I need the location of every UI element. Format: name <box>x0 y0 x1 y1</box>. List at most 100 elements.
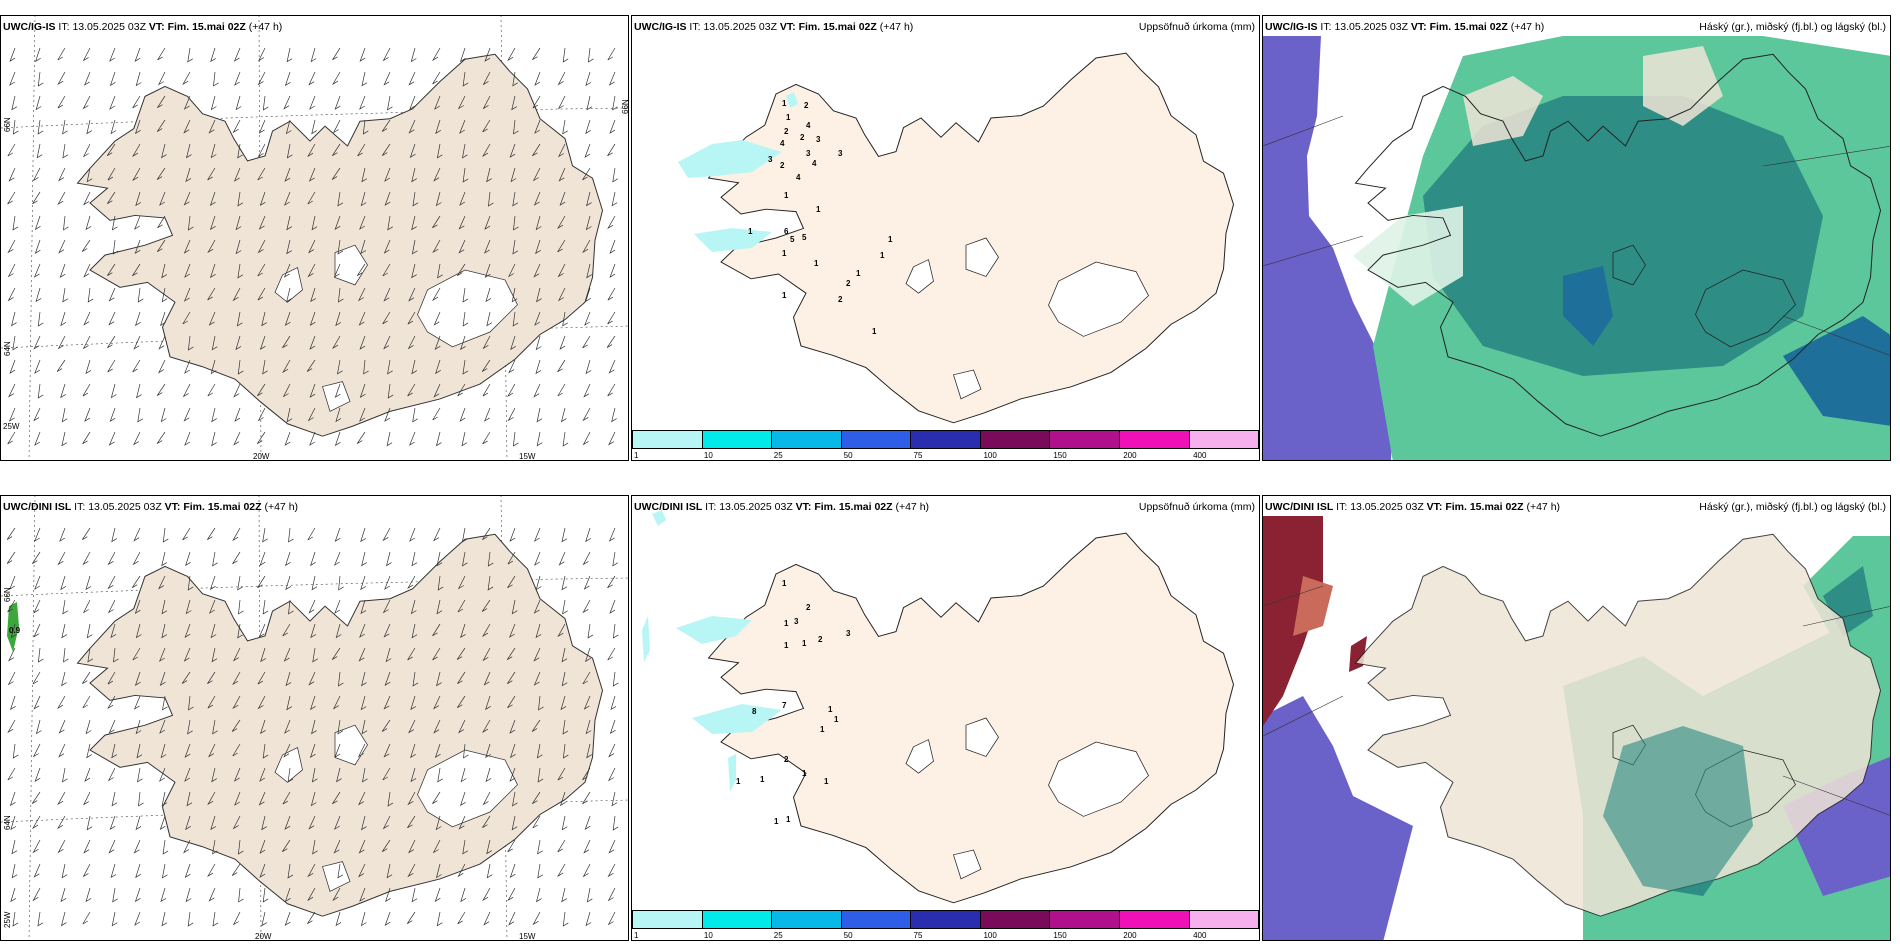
wind-barb <box>10 887 17 903</box>
wind-barb <box>557 287 566 302</box>
wind-map-panel-top: UWC/IG-IS IT: 13.05.2025 03Z VT: Fim. 15… <box>0 15 629 461</box>
wind-barb <box>310 287 316 303</box>
wind-barb <box>309 431 316 446</box>
wind-barb <box>85 215 92 231</box>
wind-barb <box>210 47 216 63</box>
wind-barb <box>232 551 241 565</box>
wind-barb <box>9 47 16 62</box>
wind-barb <box>185 599 192 615</box>
wind-barb <box>511 599 518 615</box>
wind-barb <box>457 95 466 110</box>
wind-barb <box>212 839 218 855</box>
precip-amount-label: 1 <box>784 641 789 650</box>
wind-barb <box>382 767 391 781</box>
wind-barb <box>307 887 316 902</box>
wind-barb <box>433 383 441 398</box>
wind-barb <box>161 551 167 567</box>
wind-barb <box>582 551 591 566</box>
wind-barb <box>257 71 266 86</box>
wind-barb <box>532 167 541 182</box>
wind-barb <box>332 71 341 86</box>
wind-barb <box>8 647 16 662</box>
wind-barb <box>34 431 41 446</box>
wind-barb <box>537 839 543 855</box>
wind-barb <box>586 191 592 207</box>
wind-barb <box>7 287 16 302</box>
precip-amount-label: 8 <box>752 707 757 716</box>
wind-barb <box>237 623 243 639</box>
precip-amount-label: 2 <box>838 295 843 304</box>
wind-barb <box>534 551 541 566</box>
colorbar-label: 1 <box>634 451 639 460</box>
wind-barb <box>484 215 491 230</box>
wind-barb <box>81 239 91 252</box>
wind-barb <box>361 719 368 735</box>
wind-barb <box>462 71 469 87</box>
wind-barb <box>358 839 366 854</box>
wind-barb <box>462 167 469 183</box>
wind-barb <box>411 167 417 183</box>
wind-barb <box>184 263 191 278</box>
wind-barb <box>608 359 616 374</box>
wind-barb <box>135 815 142 831</box>
wind-barb <box>37 911 44 927</box>
wind-barb <box>437 767 443 783</box>
wind-barb <box>138 791 144 807</box>
wind-barb <box>257 431 266 445</box>
wind-barb <box>608 431 616 446</box>
wind-barb <box>386 863 393 879</box>
wind-barb <box>433 167 441 182</box>
wind-barb <box>259 551 266 567</box>
wind-barb <box>82 911 91 925</box>
precip-amount-label: 2 <box>804 101 809 110</box>
colorbar-swatch <box>1188 910 1259 929</box>
wind-barb <box>484 47 491 62</box>
wind-barb <box>332 887 341 902</box>
wind-barb <box>310 791 317 807</box>
wind-barb <box>609 599 616 614</box>
wind-barb <box>460 887 467 903</box>
wind-barb <box>310 551 316 567</box>
wind-barb <box>232 743 241 757</box>
wind-barb <box>161 143 167 159</box>
wind-barb <box>233 167 241 182</box>
wind-barb <box>333 839 341 854</box>
wind-barb <box>186 791 193 807</box>
wind-barb <box>156 167 166 180</box>
wind-barb <box>208 599 216 614</box>
wind-barb <box>309 335 316 350</box>
precip-areas <box>678 92 798 252</box>
wind-barb <box>7 719 16 734</box>
wind-barb <box>433 527 441 542</box>
wind-barb <box>84 767 91 782</box>
wind-barb <box>334 599 341 614</box>
wind-barb <box>459 119 466 134</box>
wind-barb <box>85 575 92 591</box>
wind-barb <box>257 167 266 181</box>
wind-barb <box>9 575 16 590</box>
wind-barb <box>61 623 68 639</box>
wind-barb <box>408 71 416 86</box>
panel-header: UWC/DINI ISL IT: 13.05.2025 03Z VT: Fim.… <box>1265 501 1561 513</box>
wind-barb <box>359 95 366 110</box>
wind-barb <box>182 311 191 325</box>
wind-barb <box>436 671 442 687</box>
wind-barb <box>86 167 93 183</box>
precip-amount-label: 3 <box>768 155 773 164</box>
wind-barb <box>406 911 416 925</box>
wind-barb <box>212 719 218 735</box>
wind-barb <box>109 47 116 62</box>
wind-barb <box>211 335 218 351</box>
wind-barb <box>558 551 566 566</box>
wind-barb <box>12 335 18 351</box>
small-precip-patch <box>7 602 19 652</box>
wind-barb <box>435 119 441 135</box>
wind-barb <box>132 167 141 182</box>
wind-barb <box>384 407 391 422</box>
wind-barb <box>357 263 366 277</box>
colorbar-swatch <box>840 910 911 929</box>
wind-barb <box>333 551 341 566</box>
wind-barb <box>209 575 216 591</box>
wind-barb <box>532 143 541 157</box>
